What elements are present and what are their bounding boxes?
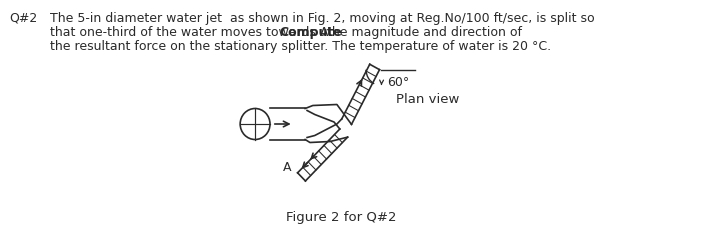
Text: Plan view: Plan view bbox=[396, 93, 459, 106]
Text: the magnitude and direction of: the magnitude and direction of bbox=[323, 26, 523, 39]
Text: 60°: 60° bbox=[387, 76, 410, 89]
Text: Q#2: Q#2 bbox=[9, 12, 38, 25]
Text: Compute: Compute bbox=[279, 26, 342, 39]
Text: Figure 2 for Q#2: Figure 2 for Q#2 bbox=[287, 211, 397, 224]
Text: that one-third of the water moves towards A.: that one-third of the water moves toward… bbox=[50, 26, 336, 39]
Text: the resultant force on the stationary splitter. The temperature of water is 20 °: the resultant force on the stationary sp… bbox=[50, 40, 552, 53]
Text: The 5-in diameter water jet  as shown in Fig. 2, moving at Reg.No/100 ft/sec, is: The 5-in diameter water jet as shown in … bbox=[50, 12, 595, 25]
Text: A: A bbox=[282, 161, 291, 174]
